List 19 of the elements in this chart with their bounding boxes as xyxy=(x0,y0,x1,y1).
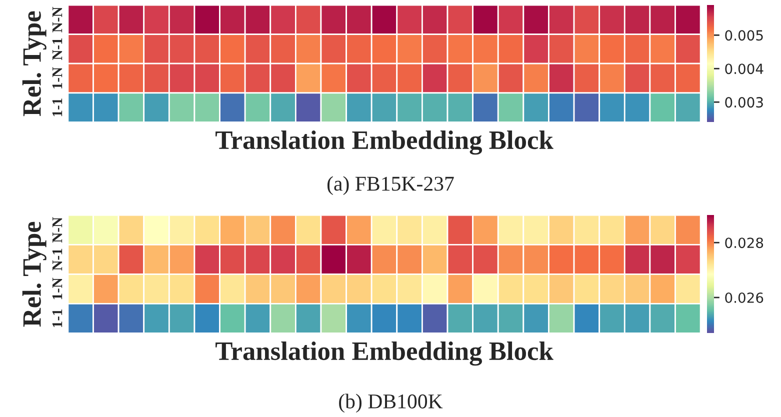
x-axis-title: Translation Embedding Block xyxy=(216,342,554,366)
color-bar-label: 0.004 xyxy=(725,64,764,74)
y-axis-title: Rel. Type xyxy=(22,11,46,116)
y-axis-title: Rel. Type xyxy=(22,222,46,327)
y-tick-label: 1-1 xyxy=(52,309,62,327)
y-tick-label: N-1 xyxy=(52,248,62,270)
color-bar-label: 0.026 xyxy=(725,292,764,303)
text: (b) DB100K xyxy=(339,394,443,413)
y-tick-label: 1-N xyxy=(52,278,62,300)
x-axis-title: Translation Embedding Block xyxy=(216,130,554,155)
color-bar-label: 0.003 xyxy=(725,97,763,108)
y-tick-label: N-N xyxy=(52,217,62,243)
y-tick-label: N-N xyxy=(52,6,62,32)
y-tick-label: 1-N xyxy=(52,67,62,88)
color-bar-label: 0.028 xyxy=(725,238,764,248)
text: (a) FB15K-237 xyxy=(327,176,454,196)
y-tick-label: 1-1 xyxy=(52,98,62,116)
color-bar-label: 0.005 xyxy=(725,30,763,41)
y-tick-label: N-1 xyxy=(52,38,62,60)
